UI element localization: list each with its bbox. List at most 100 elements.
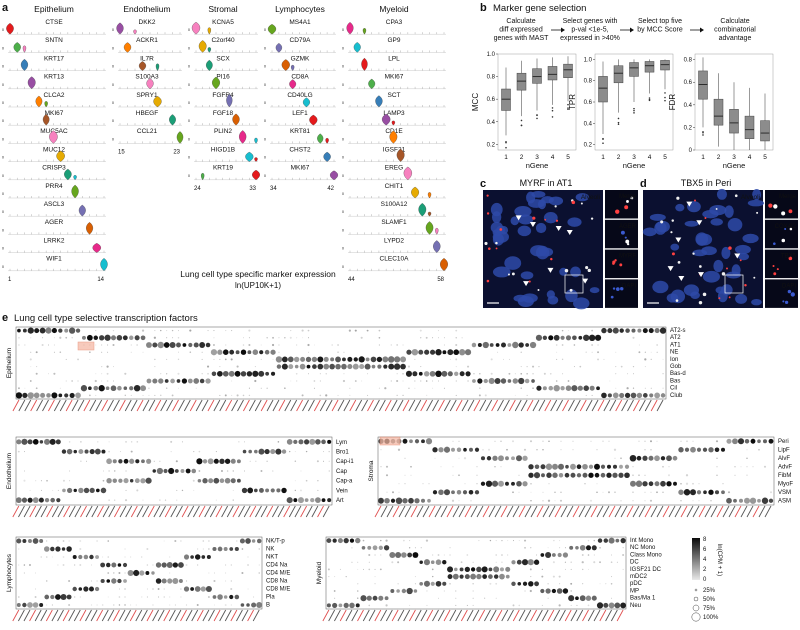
gene-axis-label <box>506 505 514 518</box>
gene-axis-label <box>500 505 508 518</box>
dotplot-dot <box>455 380 457 382</box>
dotplot-dot <box>568 595 575 602</box>
dotplot-dot <box>649 499 653 502</box>
gene-axis-label <box>587 609 595 622</box>
dotplot-dot <box>660 480 666 487</box>
dotplot-dot <box>95 373 97 375</box>
dotplot-dot <box>59 351 62 353</box>
gene-label: GZMK <box>291 55 310 62</box>
dotplot-dot <box>294 364 299 369</box>
dotplot-dot <box>542 499 544 502</box>
gene-axis-label <box>541 609 549 622</box>
dotplot-dot <box>579 365 582 368</box>
dotplot-dot <box>379 568 382 571</box>
dotplot-dot <box>435 580 442 587</box>
gene-axis-label <box>518 609 526 622</box>
dotplot-dot <box>66 448 73 455</box>
panel-c-letter: c <box>480 178 486 190</box>
violin <box>245 151 254 162</box>
dotplot-dot <box>215 451 217 453</box>
dotplot-dot <box>390 589 395 593</box>
dotplot-dot <box>540 464 546 470</box>
dotplot-dot <box>299 363 306 370</box>
dotplot-dot <box>142 394 144 396</box>
dotplot-dot <box>112 343 115 347</box>
gene-axis-label <box>449 399 457 412</box>
signal-dot <box>728 296 731 299</box>
dotplot-dot <box>107 556 110 558</box>
gene-axis-label <box>166 399 173 412</box>
dotplot-dot <box>642 455 648 461</box>
dotplot-dot <box>64 393 69 398</box>
dotplot-dot <box>452 474 454 476</box>
dotplot-dot <box>264 448 270 455</box>
gene-axis-label <box>196 609 204 622</box>
dotplot-dot <box>293 439 298 444</box>
dotplot-dot <box>308 337 309 339</box>
dotplot-dot <box>559 547 561 549</box>
dotplot-dot <box>500 466 502 468</box>
gene-axis-label <box>740 505 748 518</box>
dotplot-dot <box>506 448 508 451</box>
dotplot-dot <box>360 595 367 602</box>
dotplot-dot <box>516 480 522 487</box>
dotplot-row-label: Cil <box>670 386 677 392</box>
box-outlier <box>664 96 666 99</box>
dotplot-dot <box>644 366 646 368</box>
dotplot-dot <box>83 586 89 592</box>
dotplot-dot <box>33 392 40 399</box>
dotplot-dot <box>78 487 84 494</box>
dotplot-dot <box>43 546 50 552</box>
dotplot-dot <box>516 559 522 565</box>
dotplot-dot <box>372 595 378 601</box>
dotplot-dot <box>501 342 506 348</box>
dotplot-dot <box>247 487 254 494</box>
nucleus <box>498 225 509 235</box>
dotplot-dot <box>530 576 532 578</box>
gene-axis-label <box>136 505 144 518</box>
arrowhead-marker <box>547 267 554 273</box>
dotplot-dot <box>50 546 55 552</box>
violin <box>381 113 391 126</box>
inset-label: AGER <box>619 224 637 230</box>
dotplot-dot <box>161 562 167 568</box>
nucleus <box>702 209 719 219</box>
dotplot-dot <box>167 578 173 584</box>
dotplot-dot <box>493 574 499 579</box>
dotplot-dot <box>620 499 622 502</box>
dotplot-dot <box>357 561 359 563</box>
signal-dot <box>550 257 553 261</box>
dotplot-dot <box>290 330 292 332</box>
dotplot-dot <box>348 329 351 332</box>
panel-b-title: Marker gene selection <box>493 3 586 14</box>
gene-axis-label <box>63 505 71 518</box>
dotplot-dot <box>589 499 593 502</box>
dotplot-dot <box>553 384 560 392</box>
dotplot-dot <box>624 464 630 469</box>
dotplot-dot <box>169 596 171 598</box>
gene-axis-label <box>232 505 240 518</box>
dotplot-row-label: LipF <box>778 447 790 453</box>
dotplot-dot <box>536 385 542 391</box>
dotplot-dot <box>40 489 42 491</box>
dotplot-dot <box>570 582 573 585</box>
dotplot-dot <box>389 551 396 559</box>
dotplot-dot <box>232 470 234 472</box>
dotplot-dot <box>614 491 616 493</box>
violin <box>6 23 14 35</box>
dotplot-dot <box>449 582 451 585</box>
dotplot-dot <box>185 564 188 566</box>
dotplot-dot <box>402 438 408 444</box>
dotplot-dot <box>123 458 129 464</box>
dotplot-dot <box>606 464 612 469</box>
gene-axis-label <box>644 399 652 412</box>
dotplot-dot <box>512 491 514 494</box>
dotplot-dot <box>88 386 92 391</box>
nucleus <box>517 225 532 237</box>
dotplot-dot <box>366 329 369 332</box>
dotplot-dot <box>609 380 611 382</box>
dotplot-dot <box>602 491 604 493</box>
gene-axis-label <box>30 399 38 412</box>
dotplot-dot <box>17 450 20 453</box>
violin <box>389 130 398 144</box>
